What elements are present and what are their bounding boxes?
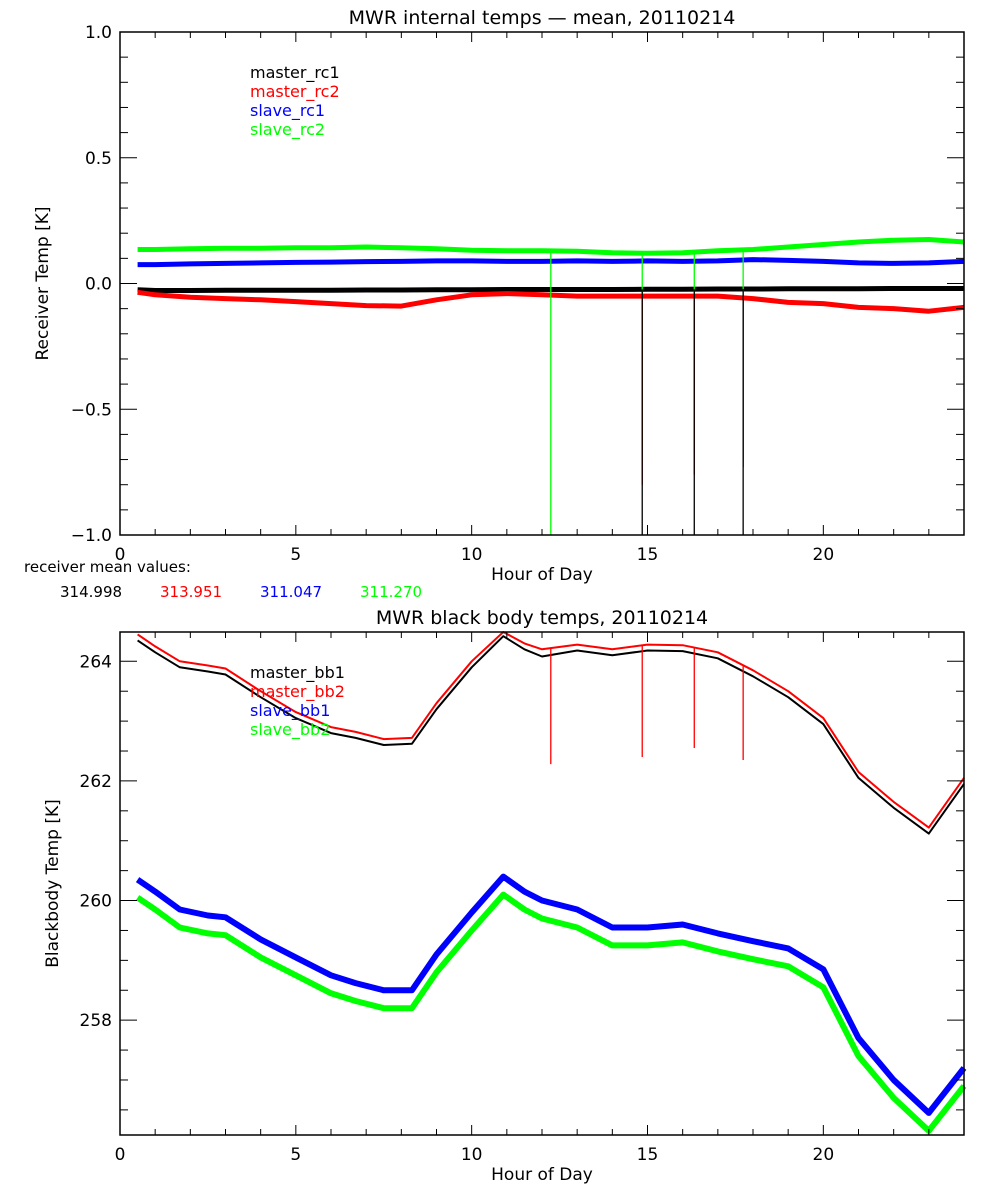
x-axis-label: Hour of Day bbox=[491, 1165, 593, 1185]
y-tick-label: −1.0 bbox=[71, 526, 112, 546]
y-tick-label: 264 bbox=[80, 652, 112, 672]
receiver-mean-label: receiver mean values: bbox=[24, 558, 191, 576]
x-tick-label: 5 bbox=[290, 545, 301, 565]
legend-entry: master_bb1 bbox=[250, 663, 345, 683]
chart-title: MWR internal temps — mean, 20110214 bbox=[349, 7, 736, 29]
x-tick-label: 20 bbox=[813, 545, 835, 565]
x-tick-label: 20 bbox=[813, 1145, 835, 1165]
legend-entry: slave_bb1 bbox=[250, 701, 330, 721]
x-tick-label: 0 bbox=[115, 545, 126, 565]
x-tick-label: 15 bbox=[637, 545, 659, 565]
receiver-mean-value: 313.951 bbox=[160, 583, 222, 601]
receiver-mean-value: 311.047 bbox=[260, 583, 322, 601]
y-tick-label: 1.0 bbox=[85, 23, 112, 43]
receiver-mean-annotation: receiver mean values: 314.998 313.951 31… bbox=[24, 558, 422, 601]
series-line-slave_rc2 bbox=[137, 237, 965, 256]
series-line-slave_bb2 bbox=[135, 891, 967, 1134]
y-tick-label: 262 bbox=[80, 772, 112, 792]
y-tick-label: 260 bbox=[80, 892, 112, 912]
plot-frame bbox=[119, 631, 965, 1136]
receiver-mean-value: 311.270 bbox=[360, 583, 422, 601]
y-tick-label: 0.0 bbox=[85, 275, 112, 295]
legend-entry: slave_rc1 bbox=[250, 101, 325, 121]
legend-entry: master_bb2 bbox=[250, 682, 345, 702]
series-line-slave_bb1 bbox=[135, 873, 967, 1116]
internal-temps-plot: MWR internal temps — mean, 20110214 0 5 10 1… bbox=[33, 7, 965, 585]
series-line-master_rc2 bbox=[137, 289, 965, 314]
blackbody-temps-plot: MWR black body temps, 20110214 0 5 10 15 20 Ho… bbox=[43, 607, 967, 1185]
y-tick-label: −0.5 bbox=[71, 400, 112, 420]
legend-entry: master_rc2 bbox=[250, 82, 340, 102]
y-axis-label: Receiver Temp [K] bbox=[33, 206, 53, 360]
receiver-mean-value: 314.998 bbox=[60, 583, 122, 601]
series-line-master_rc1 bbox=[137, 286, 964, 293]
legend-entry: slave_rc2 bbox=[250, 120, 325, 140]
x-tick-label: 10 bbox=[461, 1145, 483, 1165]
x-axis-label: Hour of Day bbox=[491, 565, 593, 585]
legend-entry: master_rc1 bbox=[250, 63, 340, 83]
x-tick-label: 5 bbox=[290, 1145, 301, 1165]
y-tick-label: 0.5 bbox=[85, 149, 112, 169]
x-tick-label: 0 bbox=[115, 1145, 126, 1165]
legend-entry: slave_bb2 bbox=[250, 720, 330, 740]
chart-title: MWR black body temps, 20110214 bbox=[376, 607, 708, 629]
plot-frame bbox=[119, 31, 965, 536]
series-line-master_bb1 bbox=[137, 635, 965, 835]
y-tick-label: 258 bbox=[80, 1011, 112, 1031]
x-tick-label: 15 bbox=[637, 1145, 659, 1165]
x-tick-label: 10 bbox=[461, 545, 483, 565]
series-line-master_bb2 bbox=[137, 631, 965, 829]
y-axis-label: Blackbody Temp [K] bbox=[43, 799, 63, 968]
series-line-slave_rc1 bbox=[137, 257, 965, 268]
